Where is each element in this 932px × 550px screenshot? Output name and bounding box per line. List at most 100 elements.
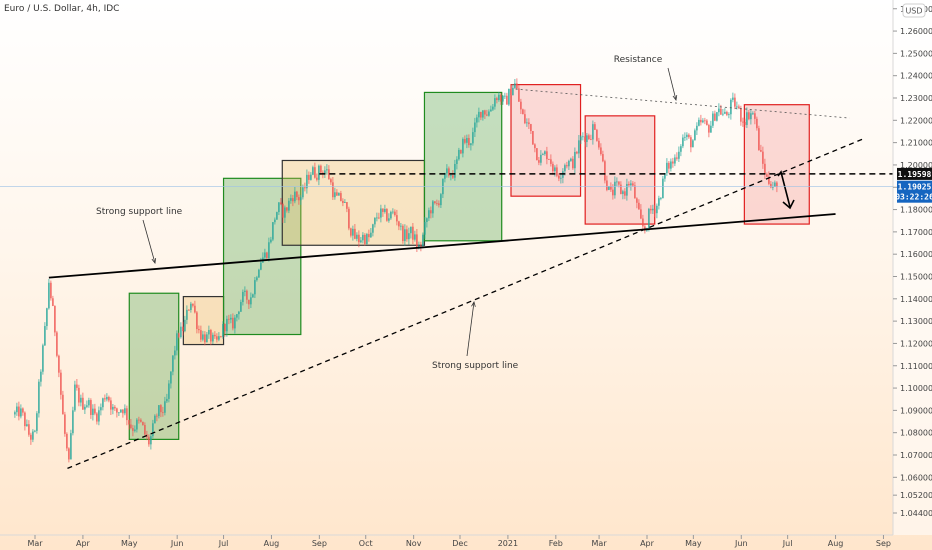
candle-body [466,137,468,143]
candle-body [380,208,382,218]
candle-body [638,202,640,210]
currency-button[interactable]: USD [902,3,926,18]
candle-body [38,381,40,414]
candle-body [396,215,398,222]
candle-body [138,419,140,421]
candle-body [352,228,354,236]
candle-body [464,139,466,143]
candle-body [194,305,196,313]
candle-body [362,234,364,241]
candle-body [250,297,252,305]
y-tick-label: 1.15000 [900,273,932,282]
candle-body [722,113,724,115]
candle-body [530,124,532,132]
price-axis-bg[interactable] [893,0,932,535]
candle-body [14,412,16,415]
candle-body [532,131,534,145]
candle-body [494,98,496,107]
pointer-head [151,257,157,264]
candle-body [144,424,146,435]
candle-body [752,113,754,115]
candle-body [558,175,560,179]
candle-body [302,187,304,198]
candle-body [388,218,390,221]
candle-body [148,436,150,445]
candle-body [692,140,694,148]
candle-body [574,151,576,169]
candle-body [344,202,346,203]
candle-body [206,334,208,343]
candle-body [526,122,528,124]
candle-body [604,161,606,181]
candle-body [600,147,602,155]
time-axis[interactable]: Mar Apr May Jun Jul Aug Sep Oct Nov Dec 2021 Feb Mar… [27,535,891,548]
candle-body [628,183,630,186]
candle-body [304,187,306,189]
candle-body [48,282,50,309]
candle-body [614,181,616,196]
candle-body [570,158,572,161]
candle-body [356,234,358,239]
y-tick-label: 1.06000 [900,473,932,482]
candle-body [470,143,472,146]
candle-body [168,383,170,399]
candle-body [458,149,460,160]
candle-body [406,229,408,240]
candle-body [284,207,286,218]
candle-body [448,168,450,176]
candle-body [394,211,396,216]
candle-body [774,182,776,187]
candle-body [210,330,212,342]
candle-body [330,179,332,183]
candle-body [212,334,214,342]
candle-body [366,234,368,244]
candle-body [536,148,538,161]
currency-label: USD [905,7,922,16]
current-price-badge [897,180,932,203]
candle-body [128,420,130,425]
candle-body [208,330,210,335]
candle-body [376,217,378,219]
candle-body [776,182,778,187]
red-zone-box [510,84,582,197]
pointer-head [471,300,476,307]
candle-body [670,161,672,169]
candle-body [678,151,680,159]
candle-body [484,110,486,115]
candle-body [200,330,202,340]
candle-body [288,200,290,211]
candle-body [216,336,218,340]
candle-body [512,87,514,96]
price-axis[interactable]: 1.270001.260001.250001.240001.230001.220… [893,5,932,518]
green-zone-box [423,91,503,242]
candle-body [444,173,446,179]
candle-body [142,421,144,425]
candle-body [732,97,734,100]
candle-body [436,203,438,204]
candle-body [290,198,292,201]
x-tick-label: Sep [876,539,891,548]
countdown-text: 03:22:26 [895,193,932,202]
candle-body [582,136,584,138]
y-tick-label: 1.18000 [900,206,932,215]
y-tick-label: 1.23000 [900,94,932,103]
candle-body [430,210,432,214]
candle-body [174,350,176,356]
candle-body [348,208,350,229]
candle-body [432,201,434,214]
candle-body [162,412,164,413]
candle-body [318,165,320,180]
red-zone-box [584,115,656,225]
y-tick-label: 1.17000 [900,228,932,237]
candle-body [286,207,288,211]
candle-body [198,329,200,331]
candle-body [350,228,352,236]
candle-body [358,234,360,243]
candle-body [172,355,174,372]
candle-body [490,109,492,112]
candle-body [260,262,262,270]
red-zone-box [743,104,810,225]
x-tick-label: Jun [734,539,748,548]
